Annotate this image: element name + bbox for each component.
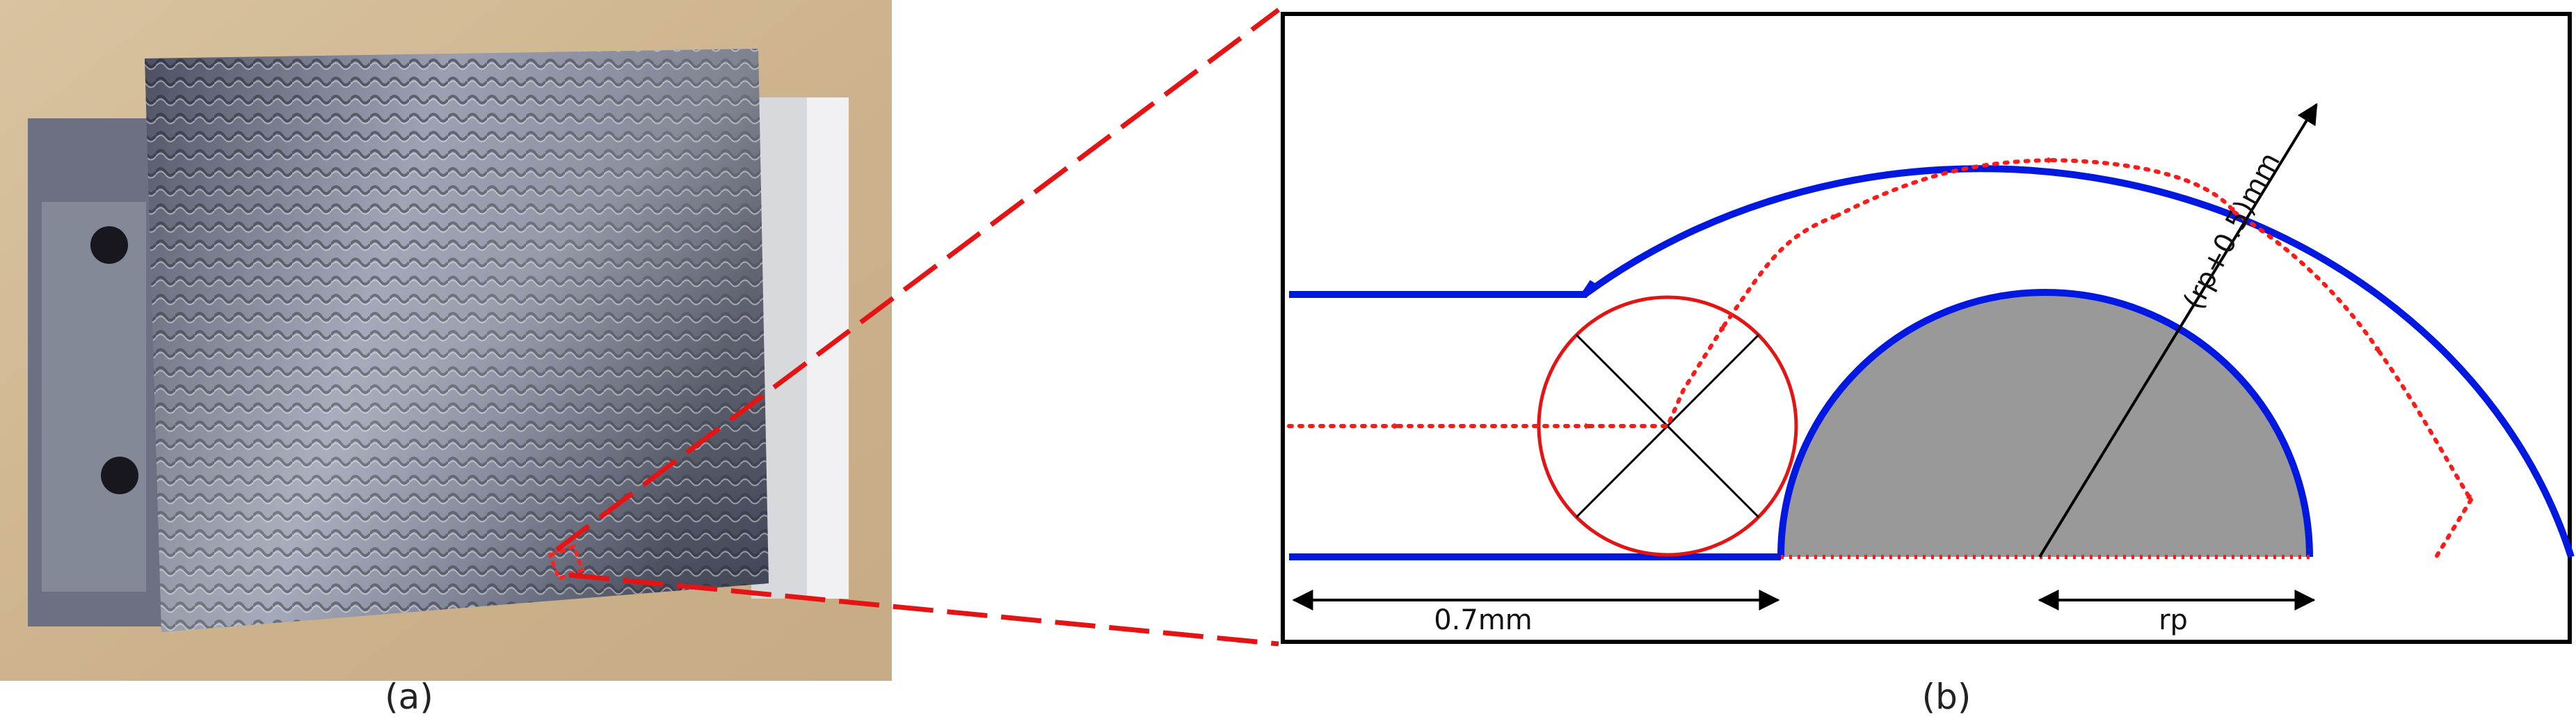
- base-block-left-milled: [42, 202, 146, 592]
- flow-arrow-upper-2: [2050, 158, 2237, 214]
- flow-path: [1287, 157, 2473, 559]
- pin-wall: [1777, 289, 2313, 558]
- bolt-hole-lower: [101, 457, 138, 494]
- outer-arc-wall: [1583, 165, 2575, 558]
- photo-panel: [0, 0, 892, 681]
- zoom-line-bottom: [568, 572, 1279, 647]
- pin-radius-label: rp: [2159, 604, 2188, 636]
- schematic-panel: (rp+0.5)mm 0.7mm rp: [1281, 12, 2575, 644]
- caption-b: (b): [1922, 677, 1971, 717]
- flow-arrow-descent-2: [2377, 349, 2473, 502]
- flow-arrow-rise: [1587, 324, 1726, 428]
- channel-length-label: 0.7mm: [1434, 604, 1533, 636]
- flow-arrow-descent-1: [2232, 210, 2381, 354]
- bolt-hole-upper: [90, 226, 128, 264]
- flow-arrow-top: [1834, 157, 2054, 218]
- zoom-connectors: [554, 8, 1281, 647]
- pin-half-disc: [1781, 292, 2310, 557]
- zoom-line-top: [554, 8, 1281, 552]
- flow-arrow-upper-1: [1722, 214, 1839, 328]
- caption-a: (a): [385, 677, 433, 717]
- outer-radius-line: [2038, 102, 2318, 558]
- flow-path-outlet: [2434, 498, 2473, 559]
- plate-sheen: [145, 49, 769, 632]
